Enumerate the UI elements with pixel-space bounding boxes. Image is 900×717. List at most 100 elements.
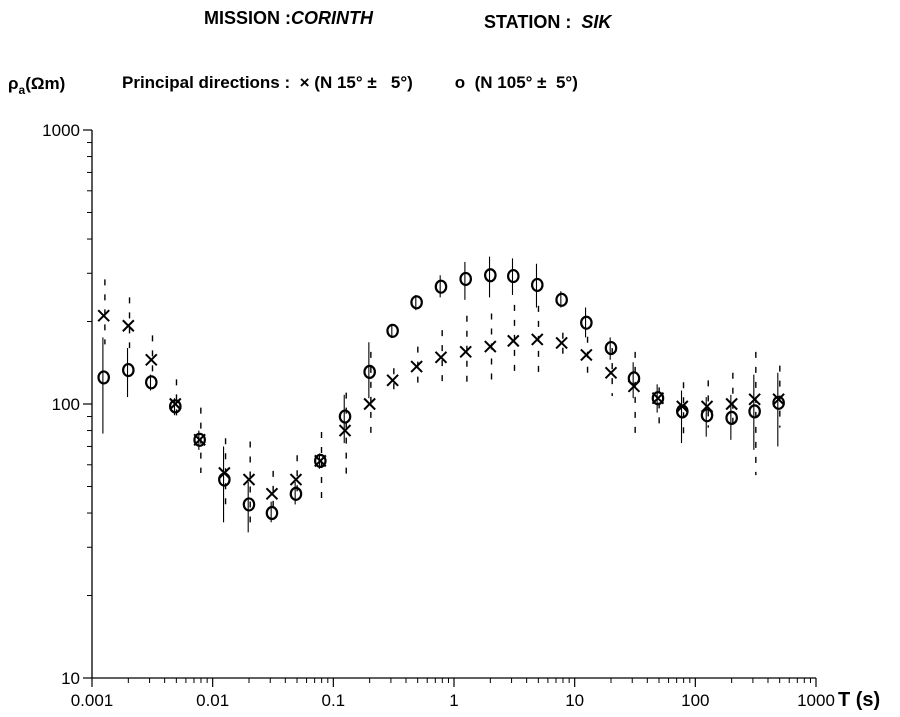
cross-marker xyxy=(580,348,593,362)
cross-marker-stroke xyxy=(410,360,423,373)
cross-marker xyxy=(338,424,352,437)
mission-value: CORINTH xyxy=(291,8,374,28)
cross-marker xyxy=(725,397,738,411)
mission-label: MISSION : xyxy=(204,8,292,28)
cross-marker-stroke xyxy=(242,473,256,486)
cross-marker xyxy=(772,393,785,406)
station-title: STATION : SIK xyxy=(484,12,611,33)
cross-marker-stroke xyxy=(604,366,618,379)
circle-marker xyxy=(434,279,448,294)
cross-marker xyxy=(169,397,182,411)
cross-marker-stroke xyxy=(363,397,376,411)
cross-marker-stroke xyxy=(122,319,135,332)
circle-marker xyxy=(651,391,665,406)
x-tick-label: 1000 xyxy=(797,691,835,710)
y-tick-label: 100 xyxy=(52,395,80,414)
circle-marker xyxy=(700,408,714,423)
cross-marker xyxy=(145,353,158,366)
x-tick-label: 10 xyxy=(565,691,584,710)
circle-marker xyxy=(265,505,279,521)
circle-marker xyxy=(144,375,158,390)
circle-marker xyxy=(338,409,352,424)
circle-marker xyxy=(410,295,423,310)
circle-marker xyxy=(193,432,206,447)
circle-marker xyxy=(530,277,544,293)
legend-series1-text: (N 15° ± 5°) xyxy=(314,73,413,92)
circle-marker xyxy=(676,404,689,419)
cross-marker-stroke xyxy=(555,336,568,350)
station-label: STATION : xyxy=(484,12,572,32)
cross-marker xyxy=(242,473,256,486)
chart-axes: 0.001 0.01 0.1 1 10 100 1000 10 100 1000 xyxy=(42,121,835,710)
circle-marker xyxy=(314,453,327,468)
circle-marker xyxy=(580,315,593,330)
station-value: SIK xyxy=(581,12,612,32)
circle-marker xyxy=(555,292,568,307)
x-axis-label: T (s) xyxy=(838,689,881,711)
circle-marker xyxy=(386,323,399,338)
y-axis-label-subscript: a xyxy=(18,83,26,97)
x-tick-label: 0.01 xyxy=(196,691,229,710)
cross-marker-stroke xyxy=(265,487,279,501)
legend-cross-symbol: × xyxy=(299,73,310,92)
cross-marker xyxy=(507,334,520,348)
mission-title: MISSION :CORINTH xyxy=(204,8,373,29)
cross-marker-stroke xyxy=(459,345,472,359)
circle-marker xyxy=(725,410,738,425)
cross-marker xyxy=(555,336,568,350)
chart-marks xyxy=(97,256,785,533)
y-tick-label: 10 xyxy=(61,669,80,688)
cross-marker-stroke xyxy=(772,393,785,406)
y-axis-label-symbol: ρ xyxy=(8,74,19,93)
cross-marker-stroke xyxy=(145,353,158,366)
cross-marker-stroke xyxy=(748,393,761,406)
circle-marker xyxy=(218,472,231,487)
cross-marker-stroke xyxy=(580,348,593,362)
cross-marker-stroke xyxy=(338,424,352,437)
legend-circle-symbol: o xyxy=(454,73,466,92)
circle-marker xyxy=(459,271,472,287)
circle-marker xyxy=(484,268,497,283)
cross-marker xyxy=(386,374,399,387)
cross-marker-stroke xyxy=(434,351,448,364)
legend-series2-text: (N 105° ± 5°) xyxy=(474,73,578,92)
legend: Principal directions : × (N 15° ± 5°) o (… xyxy=(122,73,578,93)
cross-marker xyxy=(265,487,279,501)
cross-marker xyxy=(410,360,423,373)
circle-marker xyxy=(242,497,256,512)
circle-marker xyxy=(627,371,641,386)
circle-marker xyxy=(772,395,785,410)
cross-marker xyxy=(459,345,472,359)
circle-marker xyxy=(122,362,135,378)
x-tick-label: 0.001 xyxy=(71,691,114,710)
cross-marker-stroke xyxy=(531,333,544,346)
cross-marker xyxy=(97,309,110,322)
cross-marker xyxy=(122,319,135,332)
x-tick-label: 1 xyxy=(449,691,458,710)
cross-marker-stroke xyxy=(507,334,520,348)
cross-marker-stroke xyxy=(169,397,182,411)
cross-marker xyxy=(289,473,303,486)
circle-marker xyxy=(97,370,110,385)
cross-marker xyxy=(604,366,618,379)
circle-marker xyxy=(748,404,761,419)
circle-marker xyxy=(604,340,618,356)
cross-marker xyxy=(363,397,376,411)
y-axis-label-unit: (Ωm) xyxy=(25,74,66,93)
cross-marker-stroke xyxy=(289,473,303,486)
cross-marker-stroke xyxy=(484,340,497,353)
circle-marker xyxy=(168,399,182,414)
cross-marker xyxy=(748,393,761,406)
x-tick-label: 0.1 xyxy=(322,691,346,710)
circle-marker xyxy=(363,364,376,379)
circle-marker xyxy=(506,268,520,284)
cross-marker-stroke xyxy=(97,309,110,322)
circle-marker xyxy=(289,486,303,501)
cross-marker xyxy=(434,351,448,364)
cross-marker-stroke xyxy=(725,397,738,411)
cross-marker-stroke xyxy=(386,374,399,387)
legend-prefix: Principal directions : xyxy=(122,73,291,92)
y-axis-label: ρa(Ωm) xyxy=(8,74,65,97)
cross-marker xyxy=(484,340,497,353)
